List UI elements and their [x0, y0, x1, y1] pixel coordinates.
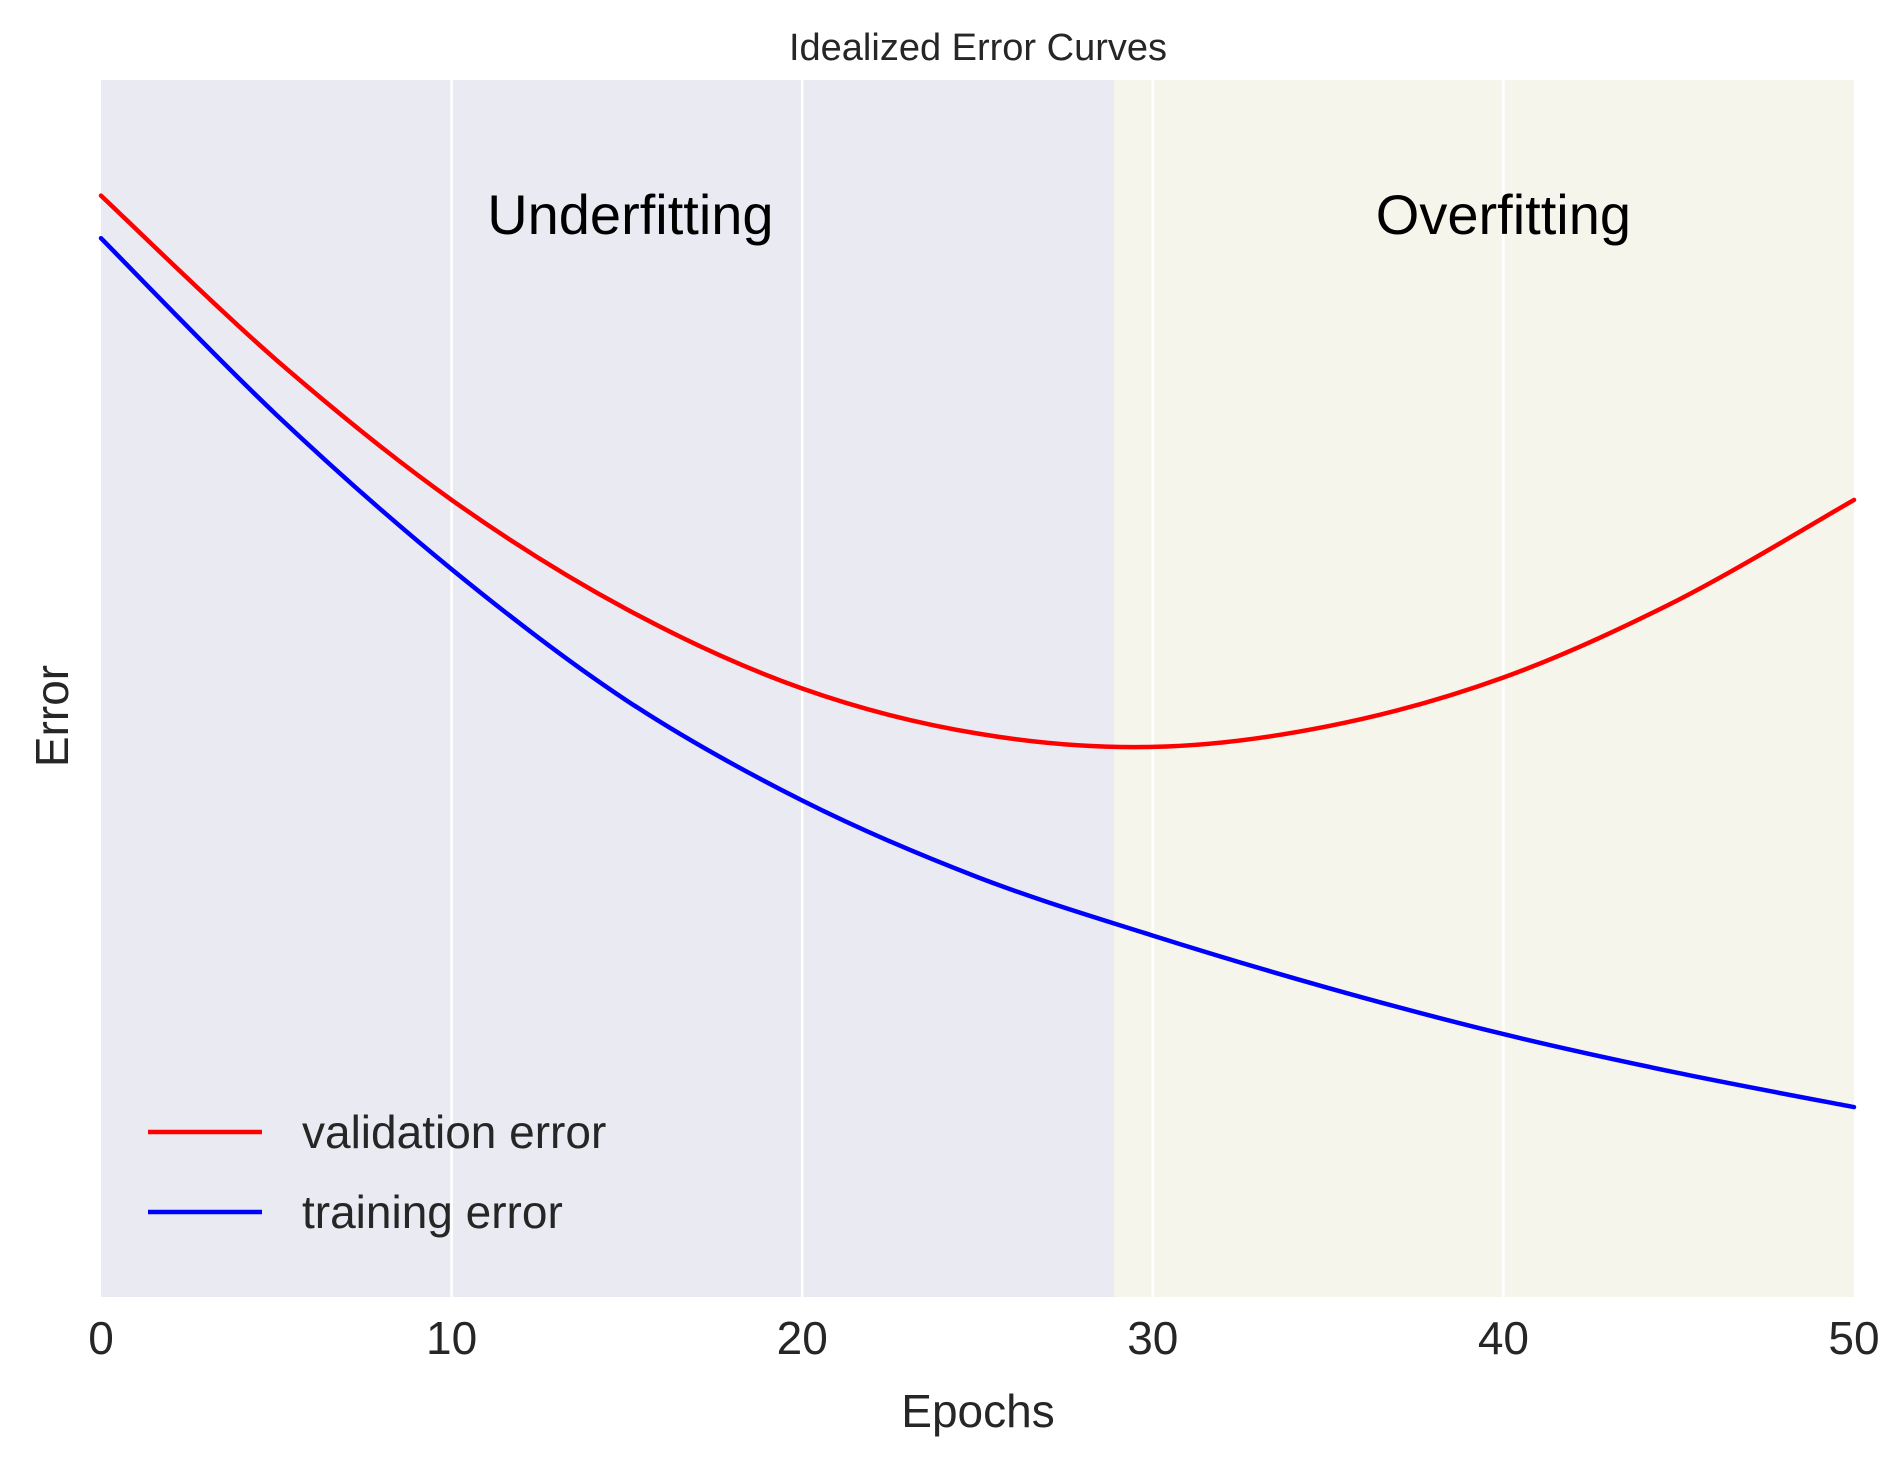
- y-axis-label: Error: [26, 665, 78, 767]
- region-label-overfitting: Overfitting: [1376, 183, 1631, 246]
- x-tick-label-50: 50: [1828, 1312, 1879, 1364]
- region-backgrounds: [101, 80, 1854, 1297]
- x-axis-label: Epochs: [901, 1385, 1054, 1437]
- series-line-validation-error: [98, 193, 1857, 750]
- x-tick-label-0: 0: [88, 1312, 114, 1364]
- x-tick-label-10: 10: [426, 1312, 477, 1364]
- series-lines: [98, 193, 1857, 1110]
- legend-label-training-error: training error: [302, 1186, 563, 1238]
- x-tick-label-20: 20: [777, 1312, 828, 1364]
- series-line-training-error: [98, 235, 1857, 1110]
- region-label-underfitting: Underfitting: [487, 183, 773, 246]
- x-tick-label-40: 40: [1478, 1312, 1529, 1364]
- legend: validation error training error: [148, 1106, 606, 1238]
- chart-title: Idealized Error Curves: [789, 27, 1167, 69]
- legend-label-validation-error: validation error: [302, 1106, 606, 1158]
- gridlines: [450, 80, 1505, 1297]
- region-overfitting-background: [1114, 80, 1854, 1297]
- x-tick-label-30: 30: [1127, 1312, 1178, 1364]
- x-tick-labels: 0 10 20 30 40 50: [88, 1312, 1879, 1364]
- region-labels: Underfitting Overfitting: [487, 183, 1631, 246]
